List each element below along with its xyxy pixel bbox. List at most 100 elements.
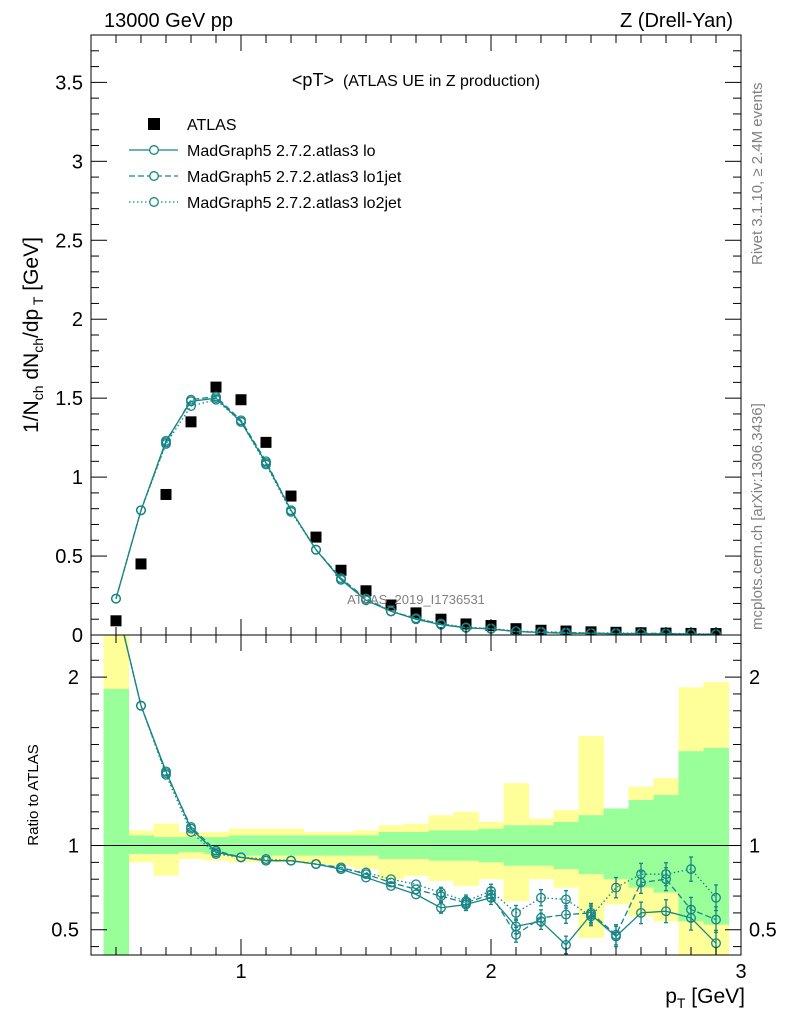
- y-axis-label-part: [GeV]: [20, 237, 43, 297]
- data-point-atlas: [285, 490, 297, 502]
- x-axis-label-part: [GeV]: [685, 985, 745, 1008]
- series-point-dotted: [511, 626, 521, 635]
- legend-marker-dotted: [149, 197, 159, 207]
- ratio-point-dashed: [411, 884, 421, 895]
- plot-title-main: <pT>: [292, 70, 334, 90]
- data-point-atlas: [310, 531, 322, 543]
- ratio-point-dotted: [436, 887, 446, 898]
- data-point-atlas: [185, 416, 197, 428]
- ratio-point-dotted: [411, 879, 421, 890]
- band-inner: [103, 688, 129, 955]
- data-point-atlas: [235, 394, 247, 406]
- band-inner: [678, 751, 704, 922]
- series-point-dotted: [136, 505, 146, 516]
- x-axis-label-part: p: [665, 985, 677, 1008]
- band-inner: [603, 808, 629, 880]
- data-point-atlas: [410, 607, 422, 619]
- series-point-dashed: [261, 456, 271, 467]
- legend-label: MadGraph5 2.7.2.atlas3 lo1jet: [187, 169, 402, 186]
- series-point-dotted: [161, 438, 171, 449]
- legend-label: MadGraph5 2.7.2.atlas3 lo2jet: [187, 195, 402, 212]
- ratio-line-dotted: [123, 635, 717, 918]
- ratio-point-solid: [386, 880, 396, 891]
- data-point-atlas: [335, 564, 347, 576]
- ratio-y-tick-label-right: 2: [749, 667, 760, 689]
- data-point-atlas: [210, 381, 222, 393]
- ratio-point-dotted: [561, 894, 571, 905]
- series-point-dashed: [211, 391, 221, 402]
- ratio-point-dotted: [261, 854, 271, 864]
- ratio-point-dashed: [186, 822, 196, 832]
- x-tick-label: 2: [485, 961, 496, 983]
- ratio-point-dotted: [236, 852, 246, 863]
- series-point-dotted: [236, 416, 246, 427]
- ratio-point-dotted: [186, 827, 196, 838]
- y-tick-label: 2: [72, 309, 83, 331]
- header-left: 13000 GeV pp: [104, 10, 233, 32]
- legend-marker-solid: [149, 145, 159, 155]
- ratio-point-dotted: [636, 869, 646, 880]
- ratio-point-dotted: [461, 896, 471, 907]
- ratio-y-tick-label-right: 0.5: [749, 920, 777, 942]
- ratio-point-dashed: [561, 909, 571, 920]
- y-tick-label: 1.5: [55, 388, 83, 410]
- ratio-y-tick-label-right: 1: [749, 836, 760, 858]
- series-point-dotted: [211, 394, 221, 405]
- ratio-plot-series: [91, 635, 741, 955]
- ratio-line-dashed: [123, 635, 717, 936]
- series-point-dashed: [186, 394, 196, 405]
- ratio-point-dashed: [611, 929, 621, 940]
- ratio-point-dotted: [311, 859, 321, 870]
- ratio-point-solid: [661, 906, 671, 917]
- y-tick-label: 0: [72, 625, 83, 647]
- y-axis-label-part: T: [30, 296, 46, 309]
- band-inner: [578, 815, 604, 875]
- ratio-point-dotted: [336, 864, 346, 875]
- x-axis-label-part: T: [677, 995, 686, 1011]
- ratio-point-dashed: [511, 929, 521, 940]
- data-point-atlas: [160, 488, 172, 500]
- legend-marker-dashed: [149, 171, 159, 181]
- main-plot: 0 0.5 1 1.5 2 2.5 3 3.5 ATLAS_2019_I1736531 <pT…: [55, 34, 742, 647]
- y-axis-label-part: 1/N: [20, 400, 43, 433]
- ratio-point-dotted: [611, 882, 621, 893]
- y-tick-label: 3: [72, 151, 83, 173]
- ratio-point-dotted: [286, 855, 296, 866]
- ratio-point-dotted: [711, 892, 721, 903]
- header-right: Z (Drell-Yan): [620, 10, 733, 32]
- series-point-dotted: [411, 613, 421, 624]
- series-point-dotted: [336, 574, 346, 585]
- y-axis-label-main: 1/Nch dNch/dp T [GeV]: [20, 237, 46, 433]
- y-tick-label: 0.5: [55, 546, 83, 568]
- ratio-point-dotted: [161, 769, 171, 780]
- side-text-bottom: mcplots.cern.ch [arXiv:1306.3436]: [749, 403, 766, 630]
- ratio-point-dotted: [211, 848, 221, 859]
- plot-title-sub: (ATLAS UE in Z production): [343, 73, 540, 90]
- side-text-top: Rivet 3.1.10, ≥ 2.4M events: [749, 83, 766, 266]
- series-point-dotted: [361, 593, 371, 604]
- ratio-point-dotted: [361, 867, 371, 878]
- main-plot-axis: 0 0.5 1 1.5 2 2.5 3 3.5: [55, 34, 741, 647]
- x-tick-label: 3: [735, 961, 746, 983]
- ratio-plot-axis: 0.5 0.5 1 1 2 2 1 2 3: [51, 635, 777, 983]
- ratio-point-solid: [411, 889, 421, 900]
- series-point-dotted: [311, 544, 321, 555]
- series-point-dotted: [261, 459, 271, 470]
- data-point-atlas: [260, 436, 272, 448]
- band-inner: [128, 835, 154, 854]
- series-point-dotted: [386, 606, 396, 617]
- ratio-y-tick-label: 2: [68, 667, 79, 689]
- y-axis-label-part: ch: [30, 338, 46, 353]
- x-tick-label: 1: [235, 961, 246, 983]
- ratio-point-dashed: [711, 914, 721, 925]
- ratio-point-solid: [361, 872, 371, 883]
- ratio-y-tick-label: 0.5: [51, 920, 79, 942]
- data-point-atlas: [385, 599, 397, 611]
- legend-label: MadGraph5 2.7.2.atlas3 lo: [187, 143, 376, 160]
- ratio-point-dotted: [386, 874, 396, 885]
- ratio-plot-marks: [91, 635, 741, 955]
- ratio-point-dotted: [586, 911, 596, 922]
- ratio-point-dotted: [536, 892, 546, 903]
- legend: ATLAS MadGraph5 2.7.2.atlas3 lo MadGraph5 …: [129, 117, 402, 212]
